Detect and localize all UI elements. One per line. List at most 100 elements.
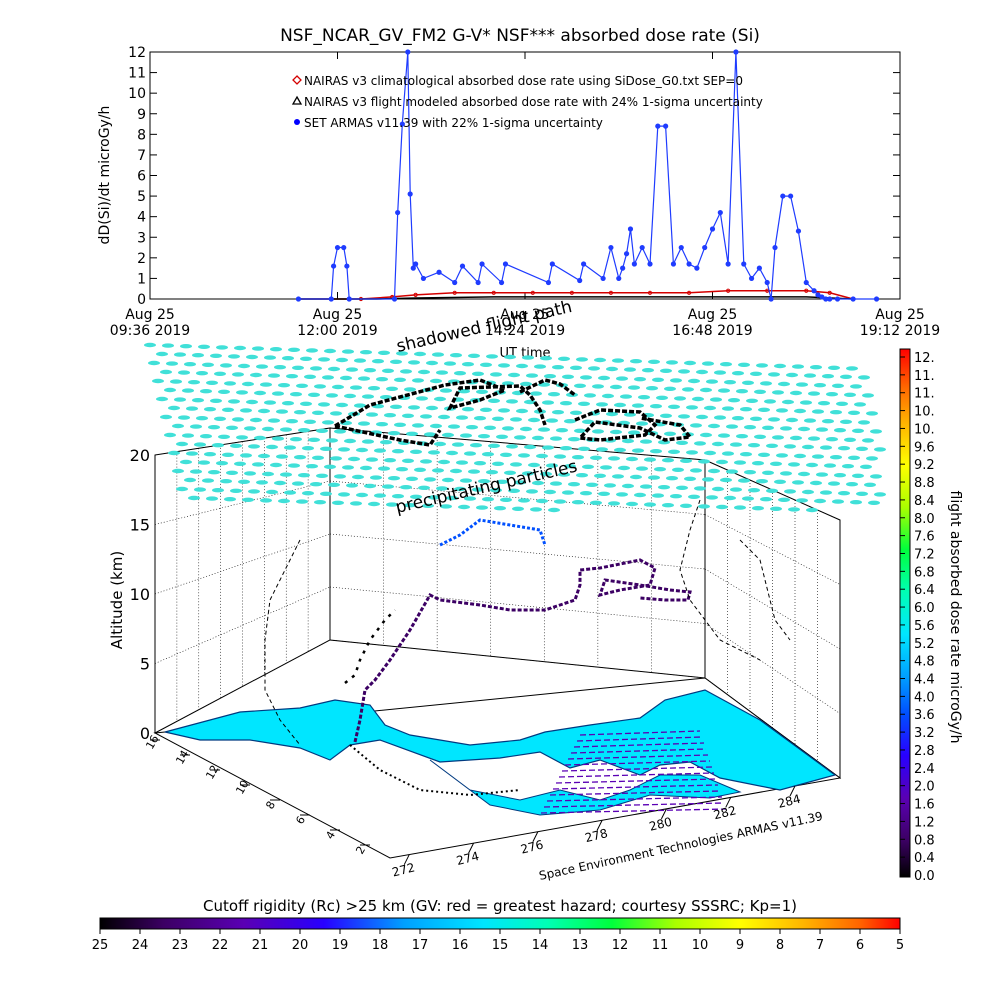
rigidity-marker [248, 489, 260, 494]
rigidity-marker [680, 503, 692, 508]
rigidity-marker [438, 459, 450, 465]
rigidity-marker [534, 364, 546, 369]
rigidity-marker [650, 449, 662, 454]
longitude-tick-mark [660, 808, 667, 820]
rigidity-tick-label: 7 [816, 938, 824, 953]
rigidity-marker [634, 492, 646, 498]
rigidity-marker [600, 465, 612, 470]
rigidity-marker [594, 473, 606, 478]
rigidity-marker [624, 367, 636, 372]
rigidity-marker [730, 442, 742, 447]
legend-marker-diamond [292, 75, 302, 85]
wall-gridline-back [329, 586, 706, 624]
colorbar-tick-label: 5.6 [914, 619, 935, 634]
rigidity-marker [664, 431, 676, 436]
rigidity-marker [644, 502, 656, 507]
rigidity-marker [612, 358, 624, 363]
rigidity-marker [252, 462, 264, 467]
rigidity-marker [840, 374, 852, 379]
series-3-point [639, 244, 645, 251]
rigidity-marker [746, 398, 758, 403]
series-3-point [413, 261, 419, 267]
series-3-point [772, 244, 778, 251]
rigidity-marker [392, 449, 404, 454]
rigidity-marker [286, 374, 298, 379]
rigidity-marker [156, 396, 168, 402]
rigidity-marker [856, 446, 868, 451]
rigidity-marker [194, 487, 206, 492]
rigidity-marker [730, 487, 742, 492]
rigidity-marker [694, 441, 706, 446]
rigidity-marker [490, 488, 502, 493]
longitude-tick-label: 272 [391, 860, 417, 879]
rigidity-marker [726, 469, 738, 474]
colorbar-tick-label: 0.8 [914, 833, 935, 848]
latitude-tick-label: 8 [263, 799, 278, 812]
rigidity-marker [490, 372, 502, 377]
rigidity-marker [508, 372, 520, 378]
rigidity-marker [410, 494, 422, 499]
colorbar-tick-label: 5.2 [914, 637, 935, 652]
rigidity-marker [742, 380, 754, 385]
colorbar-tick-label: 10. [914, 422, 935, 437]
rigidity-marker [548, 507, 560, 513]
floor-track-dash [576, 736, 703, 742]
rigidity-marker [228, 399, 240, 404]
rigidity-marker [596, 447, 608, 452]
rigidity-marker [330, 411, 342, 416]
rigidity-marker [360, 465, 372, 471]
rigidity-marker [324, 348, 336, 354]
rigidity-marker [500, 497, 512, 502]
rigidity-marker [296, 499, 308, 504]
rigidity-marker [178, 370, 190, 375]
rigidity-marker [696, 414, 708, 420]
rigidity-marker [578, 401, 590, 406]
rigidity-marker [502, 381, 514, 386]
rigidity-marker [630, 474, 642, 480]
rigidity-marker [696, 369, 708, 375]
rigidity-marker [524, 444, 536, 450]
rigidity-marker [676, 485, 688, 490]
rigidity-marker [432, 352, 444, 357]
series-3-point [328, 296, 334, 302]
rigidity-marker [186, 451, 198, 456]
rigidity-tick-label: 6 [856, 938, 864, 953]
rigidity-marker [756, 363, 768, 368]
rigidity-marker [520, 426, 532, 432]
rigidity-marker [404, 387, 416, 392]
rigidity-marker [350, 501, 362, 506]
rigidity-marker [184, 362, 196, 367]
rigidity-marker [598, 375, 610, 381]
rigidity-marker [386, 502, 398, 507]
rigidity-marker [230, 488, 242, 493]
rigidity-marker [336, 402, 348, 408]
rigidity-marker [264, 400, 276, 405]
rigidity-marker [460, 478, 472, 483]
rigidity-marker [838, 446, 850, 451]
rigidity-marker [636, 421, 648, 426]
x-tick-label-time: 16:48 2019 [672, 323, 752, 339]
altitude-tick-label: 15 [130, 516, 150, 535]
rigidity-marker [226, 425, 238, 430]
rigidity-marker [310, 366, 322, 371]
rigidity-marker [338, 492, 350, 497]
rigidity-marker [698, 459, 710, 464]
rigidity-tick-label: 14 [532, 938, 549, 953]
rigidity-marker [844, 392, 856, 397]
rigidity-marker [486, 354, 498, 359]
series-3-point [803, 279, 809, 286]
rigidity-marker [728, 398, 740, 403]
rigidity-marker [192, 398, 204, 403]
rigidity-marker [768, 372, 780, 377]
rigidity-marker [820, 445, 832, 450]
rigidity-marker [448, 424, 460, 429]
rigidity-marker [226, 470, 238, 475]
colorbar-tick-label: 2.0 [914, 780, 935, 795]
y-tick-label: 0 [137, 292, 146, 308]
rigidity-marker [474, 461, 486, 466]
rigidity-marker [474, 416, 486, 421]
series-3-point [627, 226, 634, 232]
rigidity-marker [684, 476, 696, 481]
rigidity-marker [428, 495, 440, 500]
rigidity-marker [296, 383, 308, 388]
